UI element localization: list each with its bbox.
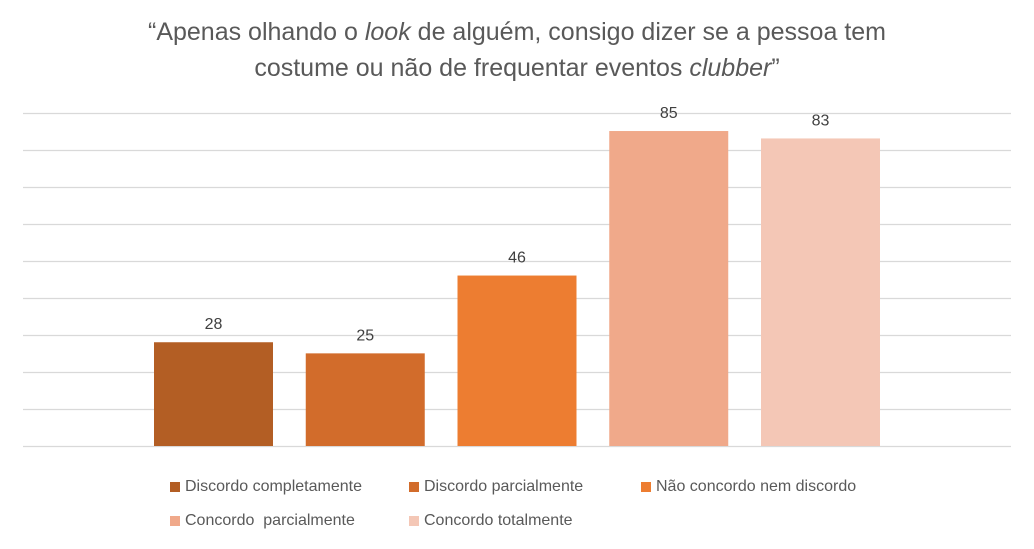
title-segment: de alguém, consigo dizer se a pessoa tem: [410, 18, 886, 46]
bar: [609, 131, 729, 446]
bar: [761, 138, 880, 446]
legend-swatch: [170, 516, 180, 526]
legend-swatch: [409, 482, 419, 492]
legend-label: Concordo totalmente: [424, 512, 573, 529]
legend-item[interactable]: Concordo totalmente: [409, 512, 573, 530]
legend-item[interactable]: Não concordo nem discordo: [641, 478, 856, 496]
legend-label: Discordo parcialmente: [424, 478, 584, 495]
bars: [154, 131, 880, 446]
data-labels: 28 25 46 85 83: [205, 105, 830, 344]
data-label: 46: [508, 250, 526, 267]
title-segment: “Apenas olhando o: [148, 18, 365, 46]
title-segment: costume ou não de frequentar eventos: [254, 54, 690, 82]
bar: [305, 353, 425, 446]
legend-item[interactable]: Discordo parcialmente: [409, 478, 583, 496]
data-label: 83: [812, 112, 830, 129]
data-label: 25: [356, 327, 374, 344]
legend-label: Não concordo nem discordo: [656, 478, 857, 495]
legend-swatch: [409, 516, 419, 526]
title-segment: look: [364, 18, 411, 46]
legend-item[interactable]: Discordo completamente: [170, 478, 362, 496]
legend-swatch: [641, 482, 651, 492]
legend-swatch: [170, 482, 180, 492]
legend-label: Concordo parcialmente: [185, 512, 355, 529]
legend-label: Discordo completamente: [185, 478, 362, 495]
legend-item[interactable]: Concordo parcialmente: [170, 512, 355, 530]
data-label: 85: [660, 105, 678, 122]
chart-title: “Apenas olhando o look de alguém, consig…: [0, 14, 1034, 86]
data-label: 28: [205, 316, 223, 333]
bar: [457, 275, 577, 446]
title-segment: ”: [771, 54, 780, 82]
title-segment: clubber: [689, 54, 772, 82]
bar: [154, 342, 273, 446]
